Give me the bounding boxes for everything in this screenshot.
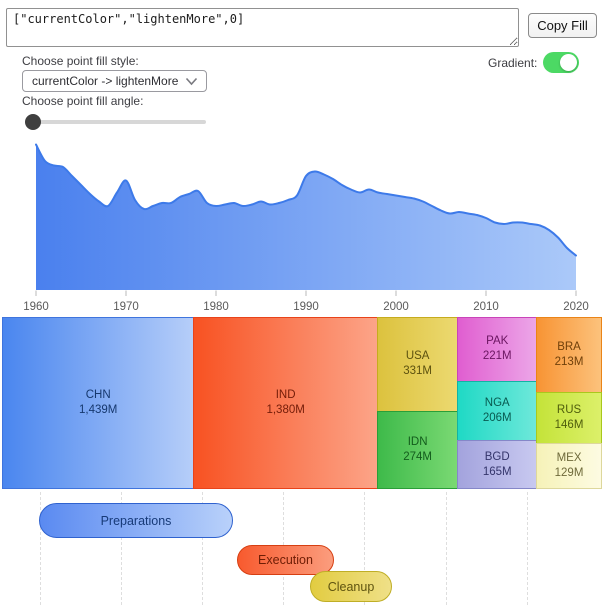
- treemap-cell-value: 274M: [403, 450, 433, 463]
- timeline-gridline: [364, 492, 365, 605]
- x-axis-tick-label: 1970: [113, 301, 139, 313]
- fill-style-label: Choose point fill style:: [22, 54, 139, 68]
- x-axis-tick-label: 1960: [23, 301, 49, 313]
- treemap-cell-code: BGD: [484, 450, 510, 463]
- timeline-gridline: [121, 492, 122, 605]
- x-axis-tick-label: 1990: [293, 301, 319, 313]
- area-series-line: [35, 143, 577, 257]
- treemap-cell-code: CHN: [85, 389, 111, 401]
- treemap-cell-ind[interactable]: IND 1,380M: [193, 317, 378, 489]
- treemap-cell-rus[interactable]: RUS 146M: [536, 391, 602, 444]
- area-series-fill: [36, 144, 576, 290]
- fill-style-selected-value: currentColor -> lightenMore: [32, 74, 179, 88]
- treemap-cell-nga[interactable]: NGA 206M: [457, 380, 538, 442]
- timeline-gridline: [40, 492, 41, 605]
- timeline-bar-cleanup[interactable]: Cleanup: [310, 571, 392, 602]
- timeline-bar-execution[interactable]: Execution: [237, 545, 334, 575]
- treemap-chart[interactable]: CHN 1,439M IND 1,380M USA 331M IDN 274M PAK 221M N…: [2, 317, 602, 489]
- timeline-gridline: [202, 492, 203, 605]
- x-axis-tick-label: 2000: [383, 301, 409, 313]
- slider-track: [25, 120, 206, 124]
- timeline-chart[interactable]: Preparations Execution Cleanup: [0, 492, 604, 605]
- treemap-cell-value: 146M: [554, 418, 584, 431]
- treemap-cell-value: 331M: [403, 365, 433, 378]
- treemap-cell-value: 1,380M: [266, 404, 305, 416]
- fill-angle-label: Choose point fill angle:: [22, 94, 144, 108]
- gradient-toggle[interactable]: [543, 52, 579, 73]
- treemap-cell-code: MEX: [556, 451, 582, 464]
- treemap-cell-code: PAK: [486, 335, 509, 348]
- copy-fill-button[interactable]: Copy Fill: [528, 13, 597, 38]
- treemap-cell-value: 213M: [554, 355, 584, 368]
- treemap-cell-usa[interactable]: USA 331M: [376, 317, 459, 412]
- timeline-bar-label: Execution: [258, 553, 313, 567]
- slider-thumb[interactable]: [25, 114, 41, 130]
- area-chart[interactable]: 1960 1970 1980 1990 2000 2010 2020: [0, 130, 604, 316]
- x-axis-tick-label: 1980: [203, 301, 229, 313]
- timeline-bar-label: Cleanup: [327, 579, 375, 594]
- treemap-cell-pak[interactable]: PAK 221M: [457, 317, 538, 382]
- treemap-cell-bra[interactable]: BRA 213M: [536, 317, 602, 393]
- treemap-cell-value: 165M: [482, 465, 512, 478]
- treemap-cell-value: 1,439M: [79, 404, 118, 416]
- fill-style-select[interactable]: currentColor -> lightenMore: [22, 70, 207, 92]
- treemap-cell-code: RUS: [556, 403, 582, 416]
- chevron-down-icon: [185, 77, 198, 86]
- treemap-cell-idn[interactable]: IDN 274M: [376, 410, 459, 489]
- timeline-bar-preparations[interactable]: Preparations: [39, 503, 233, 538]
- timeline-gridline: [527, 492, 528, 605]
- treemap-cell-bgd[interactable]: BGD 165M: [457, 440, 538, 489]
- treemap-cell-value: 221M: [482, 350, 512, 363]
- timeline-bar-label: Preparations: [100, 513, 172, 528]
- toggle-knob: [560, 54, 577, 71]
- x-axis-tick-label: 2020: [563, 301, 589, 313]
- fill-json-input[interactable]: ["currentColor","lightenMore",0]: [6, 8, 519, 47]
- treemap-cell-code: IND: [275, 389, 296, 401]
- treemap-cell-value: 206M: [482, 412, 512, 425]
- treemap-cell-code: NGA: [484, 397, 510, 410]
- treemap-cell-code: IDN: [407, 435, 428, 448]
- gradient-label: Gradient:: [488, 56, 538, 70]
- treemap-cell-value: 129M: [554, 466, 584, 479]
- treemap-cell-chn[interactable]: CHN 1,439M: [2, 317, 195, 489]
- treemap-cell-code: BRA: [557, 340, 581, 353]
- timeline-gridline: [446, 492, 447, 605]
- treemap-cell-code: USA: [405, 350, 430, 363]
- fill-angle-slider[interactable]: [25, 112, 206, 130]
- x-axis-tick-label: 2010: [473, 301, 499, 313]
- treemap-cell-mex[interactable]: MEX 129M: [536, 442, 602, 489]
